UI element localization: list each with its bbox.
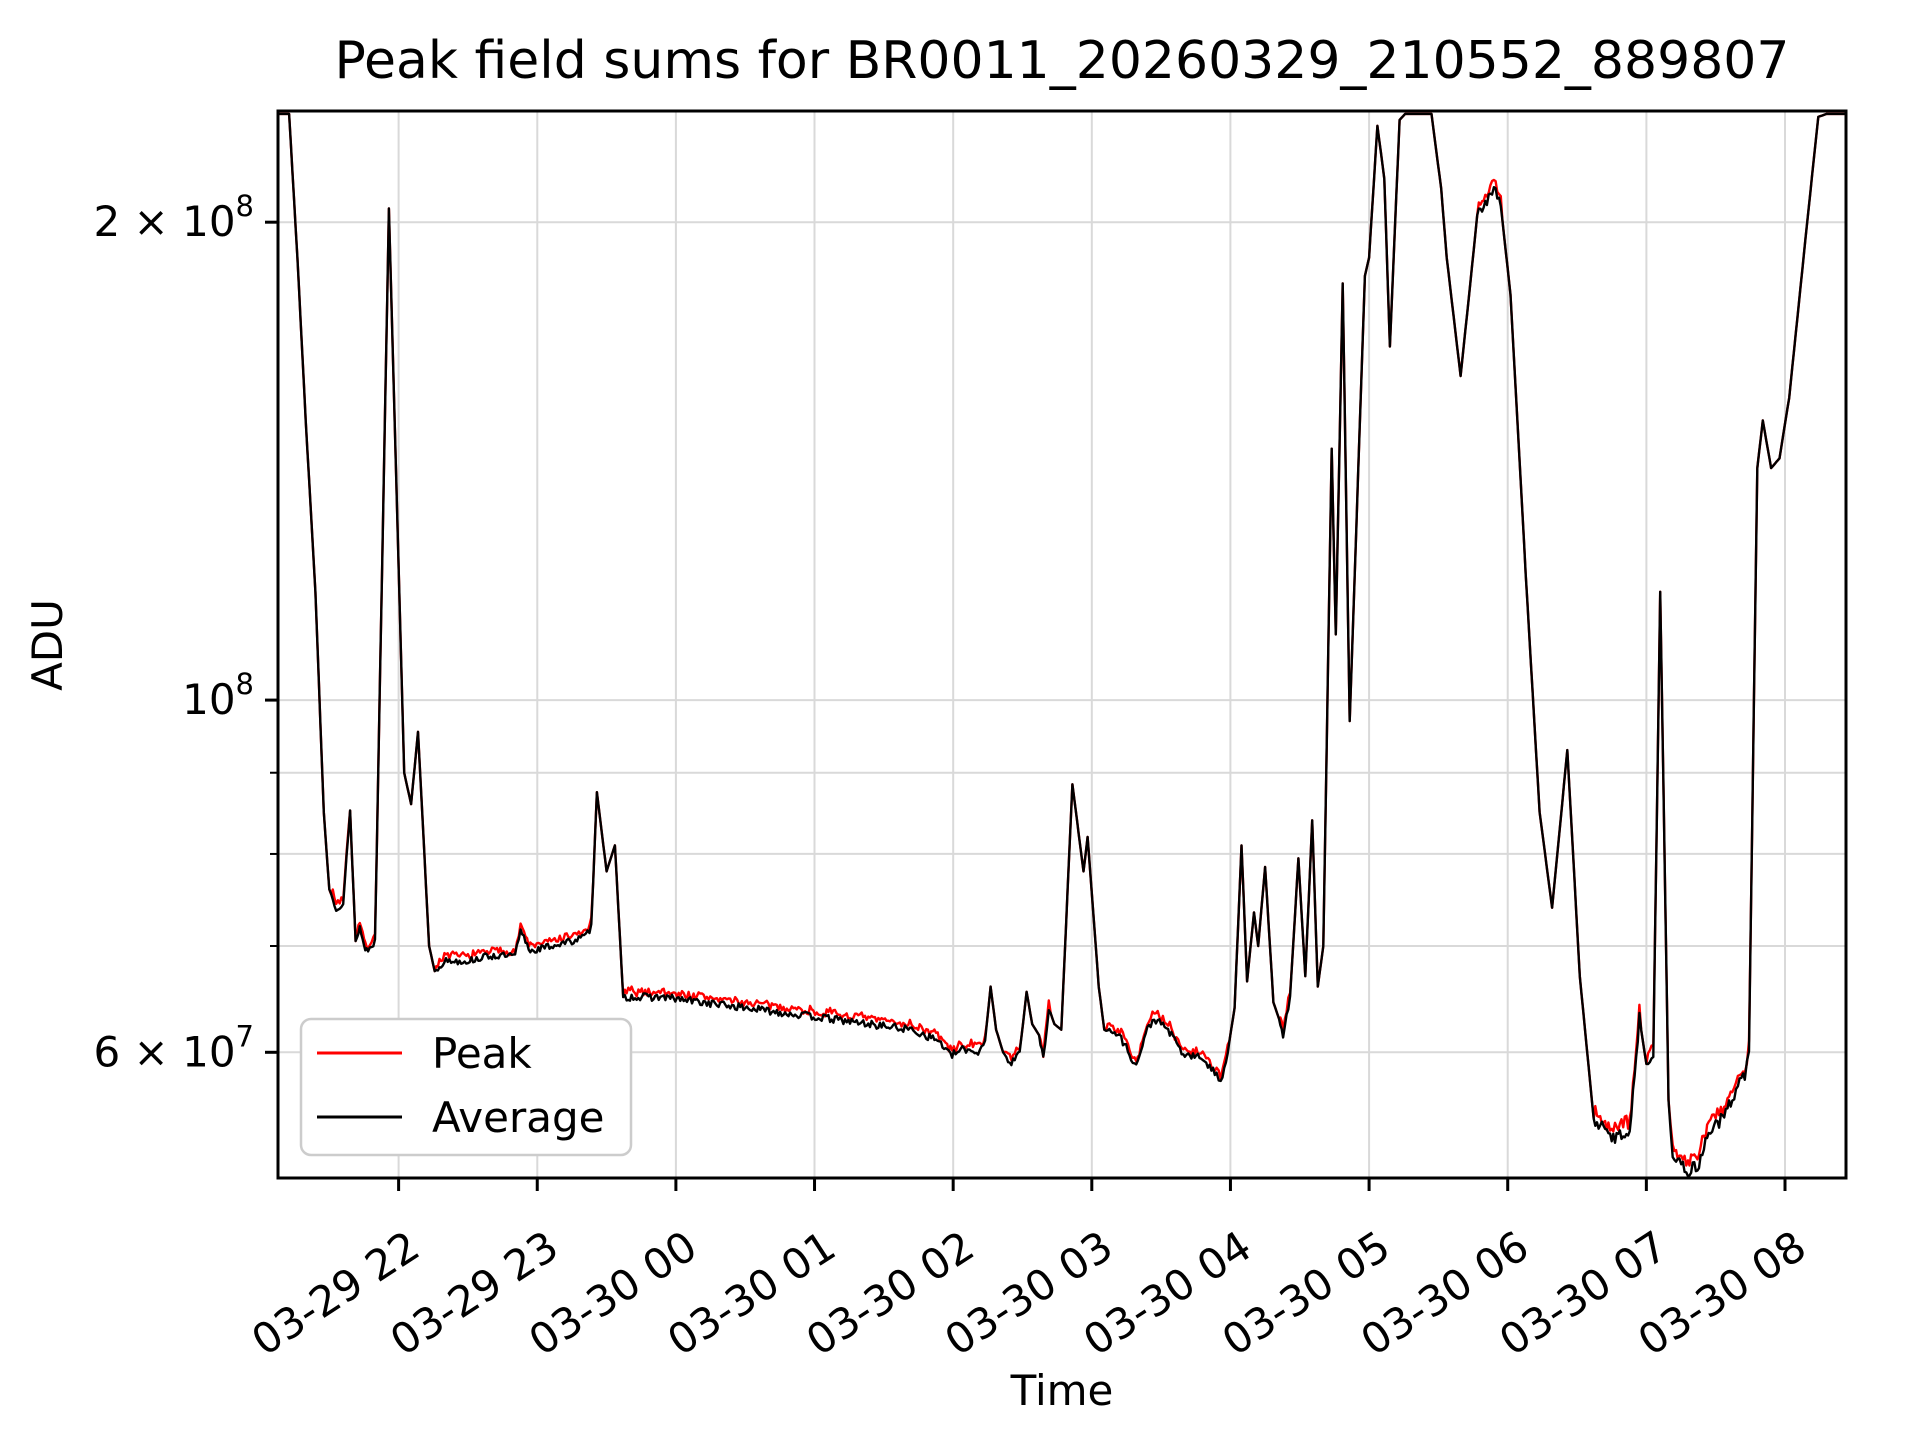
y-axis-label: ADU (23, 599, 72, 691)
legend-average-label: Average (432, 1093, 604, 1142)
y-tick-label: 2 × 108 (93, 189, 254, 246)
y-tick-label: 108 (182, 667, 254, 724)
grid-lines (278, 111, 1846, 1178)
chart-title: Peak field sums for BR0011_20260329_2105… (335, 31, 1790, 91)
legend: Peak Average (299, 1017, 633, 1157)
average-series-line (278, 112, 1846, 1178)
plot-border (276, 109, 1848, 1180)
data-series (278, 112, 1846, 1178)
legend-peak-label: Peak (432, 1029, 532, 1078)
x-axis-label: Time (1010, 1366, 1114, 1415)
y-tick-label: 6 × 107 (93, 1019, 254, 1076)
